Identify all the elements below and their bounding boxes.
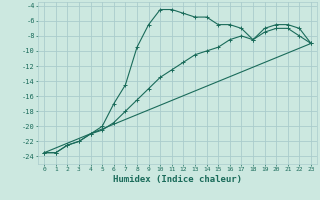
- X-axis label: Humidex (Indice chaleur): Humidex (Indice chaleur): [113, 175, 242, 184]
